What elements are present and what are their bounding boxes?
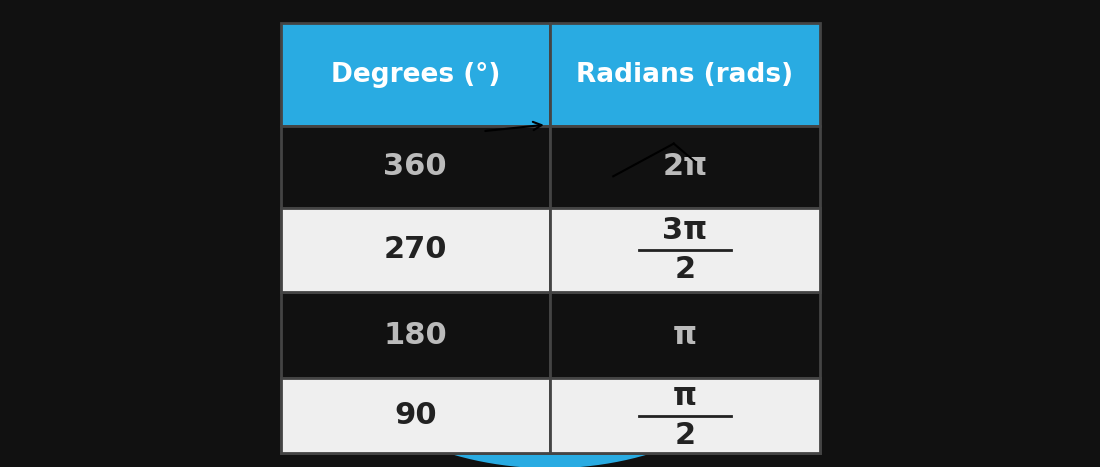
Text: Radians (rads): Radians (rads) (576, 62, 793, 88)
Bar (550, 378, 820, 453)
Bar (280, 208, 550, 292)
Bar (280, 378, 550, 453)
Text: 3π: 3π (662, 216, 707, 245)
Bar (550, 208, 820, 292)
Bar (550, 378, 820, 453)
Text: 180: 180 (384, 320, 447, 350)
Text: 270: 270 (384, 235, 447, 264)
Bar (280, 23, 550, 126)
Bar (550, 23, 820, 126)
Bar (280, 126, 550, 208)
Text: π: π (673, 382, 696, 410)
Text: 360: 360 (384, 152, 447, 182)
Text: 90: 90 (394, 401, 437, 430)
Text: 2: 2 (674, 421, 695, 450)
Bar (280, 378, 550, 453)
Bar (550, 208, 820, 292)
Text: π: π (673, 320, 696, 350)
Text: 2: 2 (674, 255, 695, 284)
Text: Degrees (°): Degrees (°) (331, 62, 499, 88)
Bar (550, 126, 820, 208)
Bar (550, 292, 820, 378)
Bar (280, 292, 550, 378)
Bar (280, 208, 550, 292)
Text: 2π: 2π (662, 152, 707, 182)
